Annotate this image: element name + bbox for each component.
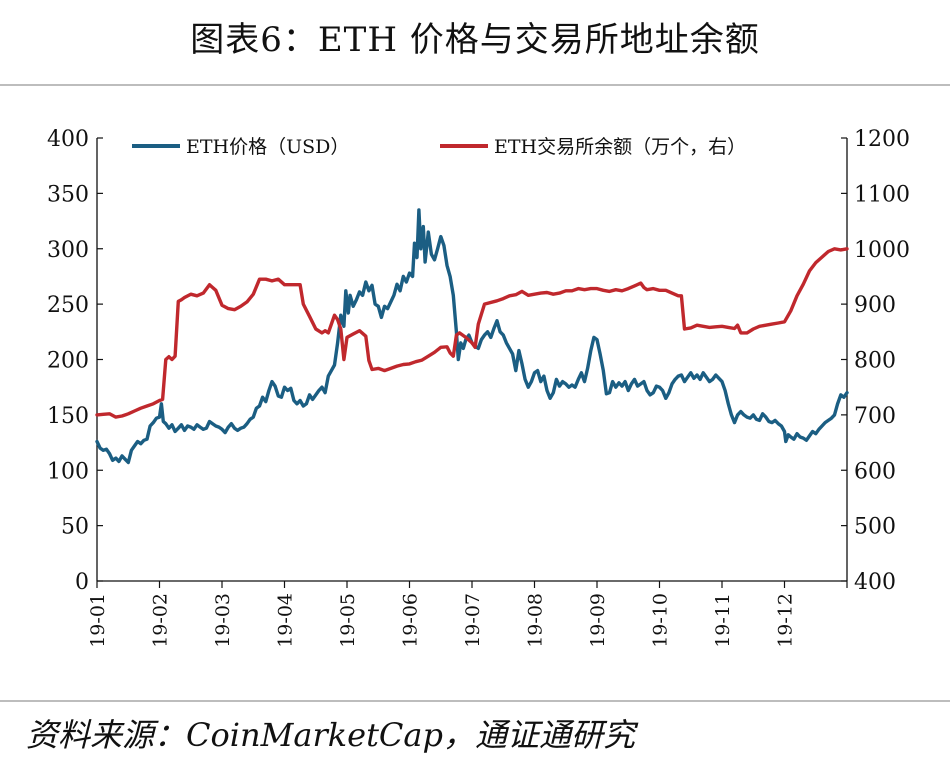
- bottom-divider: [0, 700, 950, 702]
- y-right-tick-label: 1200: [854, 127, 910, 152]
- x-tick-label: 19-08: [525, 593, 547, 648]
- chart-lines: [95, 208, 849, 465]
- legend-label-1: ETH价格（USD）: [186, 136, 349, 158]
- y-left-tick-label: 350: [47, 182, 89, 207]
- x-tick-label: 19-03: [212, 593, 234, 648]
- y-left-tick-label: 50: [61, 515, 89, 540]
- x-tick-label: 19-12: [775, 593, 797, 648]
- y-left-tick-label: 0: [75, 570, 89, 595]
- y-right-tick-label: 900: [854, 293, 896, 318]
- y-right-tick-label: 800: [854, 349, 896, 374]
- y-right-tick-label: 500: [854, 515, 896, 540]
- x-tick-label: 19-02: [150, 593, 172, 648]
- series-line-1: [95, 208, 849, 465]
- y-right-tick-label: 400: [854, 570, 896, 595]
- x-tick-label: 19-10: [650, 593, 672, 648]
- y-right-tick-label: 1100: [854, 182, 910, 207]
- chart-title: 图表6：ETH 价格与交易所地址余额: [190, 20, 760, 60]
- y-right-tick-label: 1000: [854, 238, 910, 263]
- x-tick-label: 19-05: [337, 593, 359, 648]
- y-left-tick-label: 100: [47, 459, 89, 484]
- y-right-tick-label: 600: [854, 459, 896, 484]
- x-tick-label: 19-01: [87, 593, 109, 648]
- source-note: 资料来源：CoinMarketCap，通证通研究: [26, 716, 635, 754]
- chart-axes: 0 50 100 150 200 250 300 350 400 400 500 600 700 800 9…: [47, 127, 910, 648]
- x-tick-label: 19-07: [462, 593, 484, 648]
- y-left-tick-label: 400: [47, 127, 89, 152]
- x-tick-label: 19-11: [712, 593, 734, 648]
- x-tick-label: 19-09: [587, 593, 609, 648]
- y-left-tick-label: 150: [47, 404, 89, 429]
- y-right-tick-label: 700: [854, 404, 896, 429]
- x-tick-label: 19-06: [400, 593, 422, 648]
- legend-label-2: ETH交易所余额（万个，右）: [494, 136, 746, 158]
- chart-svg: 0 50 100 150 200 250 300 350 400 400 500 600 700 800 9…: [47, 127, 910, 648]
- chart-legend: ETH价格（USD） ETH交易所余额（万个，右）: [132, 136, 746, 158]
- x-tick-label: 19-04: [275, 593, 297, 648]
- series-line-2: [95, 247, 849, 419]
- y-left-tick-label: 300: [47, 238, 89, 263]
- y-left-tick-label: 200: [47, 349, 89, 374]
- y-left-tick-label: 250: [47, 293, 89, 318]
- top-divider: [0, 84, 950, 86]
